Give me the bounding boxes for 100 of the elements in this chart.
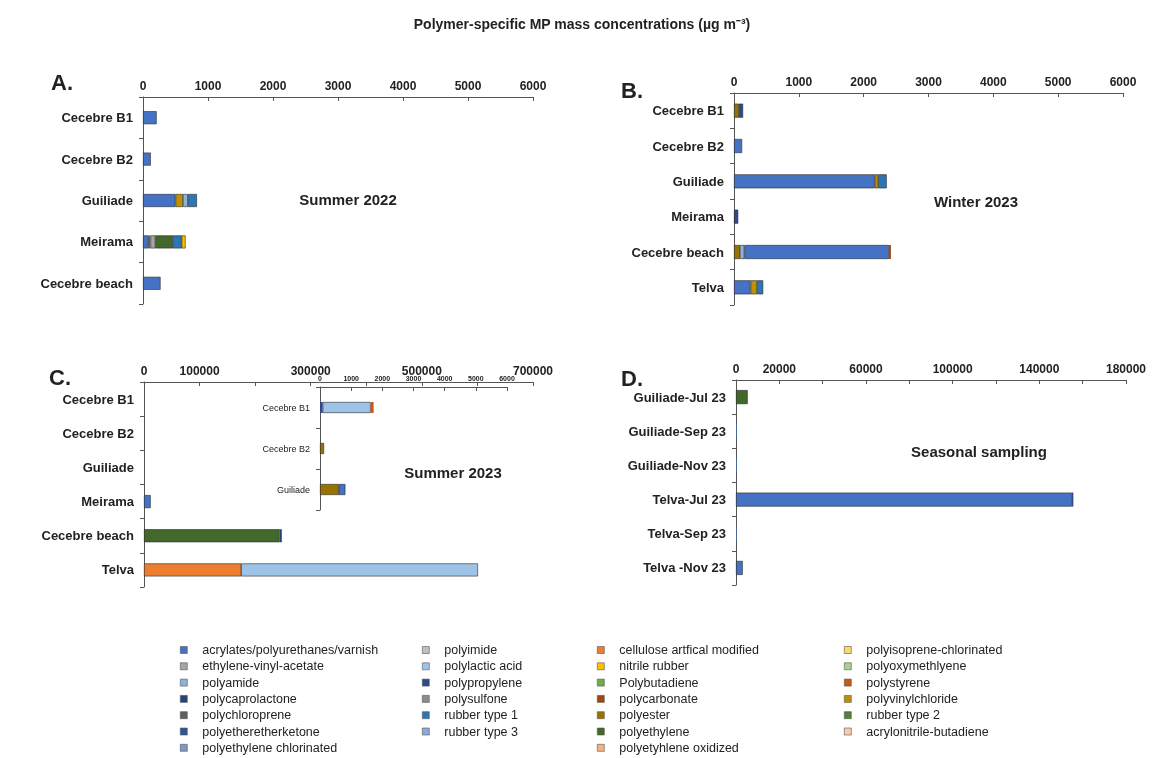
y-tick-label: Cecebre B2 xyxy=(262,443,310,454)
y-tick-label: Cecebre B2 xyxy=(61,151,133,167)
annotation: Winter 2023 xyxy=(933,192,1019,210)
legend-label: polyimide xyxy=(444,643,498,657)
x-tick-label: 0 xyxy=(730,75,738,89)
x-tick-label: 0 xyxy=(139,79,147,93)
y-tick-label: Guiliade xyxy=(81,193,133,208)
y-tick-label: Guiliade-Jul 23 xyxy=(633,389,726,405)
y-tick-label: Cecebre beach xyxy=(40,275,134,291)
legend-label: polycaprolactone xyxy=(202,691,297,706)
x-tick-label: 0 xyxy=(732,362,740,376)
y-tick-label: Guiliade xyxy=(672,173,724,189)
text: B. xyxy=(621,77,643,103)
legend-label: nitrile rubber xyxy=(619,659,689,674)
legend-label: polysulfone xyxy=(444,691,508,706)
legend-label: acrylates/polyurethanes/varnish xyxy=(202,643,379,657)
y-tick-label: Cecebre beach xyxy=(631,244,725,260)
legend-label: polyoxymethlyene xyxy=(866,659,967,674)
bar xyxy=(734,174,875,189)
y-tick-label: Telva xyxy=(691,279,725,295)
legend-label: polyetyhlene oxidized xyxy=(619,740,739,755)
x-tick-label: 1000 xyxy=(785,75,813,89)
y-tick-label: Guiliade-Sep 23 xyxy=(628,423,726,439)
text: A. xyxy=(51,69,73,95)
x-tick-label: 1000 xyxy=(194,79,222,93)
x-tick-label: 700000 xyxy=(512,364,554,378)
y-tick-label: Cecebre B1 xyxy=(652,103,724,119)
y-tick-label: Cecebre B1 xyxy=(62,391,134,407)
legend-label: Polybutadiene xyxy=(619,675,699,690)
bar xyxy=(370,402,374,413)
x-tick-label: 6000 xyxy=(519,79,547,93)
bar xyxy=(320,443,325,454)
bar xyxy=(322,402,371,413)
y-tick-label: Guiliade-Nov 23 xyxy=(627,457,726,473)
legend-label: polypropylene xyxy=(444,675,523,690)
bar xyxy=(878,174,887,189)
bar xyxy=(734,139,743,153)
y-tick-label: Cecebre beach xyxy=(41,528,135,544)
bar xyxy=(143,235,148,249)
legend-label: polycarbonate xyxy=(619,691,698,706)
y-tick-label: Meirama xyxy=(81,494,135,510)
x-tick-label: 3000 xyxy=(324,79,352,93)
text: Polymer-specific MP mass concentrations (µg m⁻³) xyxy=(413,16,751,32)
legend-label: polyethylene xyxy=(619,724,690,739)
bar xyxy=(736,560,743,575)
legend-label: rubber type 2 xyxy=(866,708,941,723)
y-tick-label: Cecebre B1 xyxy=(61,110,133,126)
y-tick-label: Telva-Sep 23 xyxy=(647,526,726,542)
y-tick-label: Telva-Jul 23 xyxy=(652,492,726,508)
legend-label: rubber type 1 xyxy=(444,708,519,723)
legend-label: polyvinylchloride xyxy=(866,691,959,706)
bar xyxy=(143,276,161,290)
x-tick-label: 100000 xyxy=(179,364,220,378)
y-tick-label: Guiliade xyxy=(276,484,310,495)
bar xyxy=(143,152,151,166)
legend-label: polylactic acid xyxy=(444,659,523,674)
legend-label: polyamide xyxy=(202,675,260,690)
y-tick-label: Telva xyxy=(101,562,135,578)
y-tick-label: Meirama xyxy=(80,234,134,250)
legend-label: polychloroprene xyxy=(202,708,292,723)
x-tick-label: 100000 xyxy=(932,362,974,376)
annotation: Seasonal sampling xyxy=(911,442,1047,460)
y-tick-label: Cecebre B1 xyxy=(262,402,310,413)
x-tick-label: 5000 xyxy=(454,79,482,93)
x-tick-label: 20000 xyxy=(762,362,797,376)
x-tick-label: 3000 xyxy=(915,75,943,89)
legend-label: polyisoprene-chlorinated xyxy=(866,643,1003,657)
bar xyxy=(734,103,739,118)
x-tick-label: 6000 xyxy=(1109,75,1137,89)
legend-label: polystyrene xyxy=(866,675,931,690)
x-tick-label: 60000 xyxy=(849,362,884,376)
annotation: Summer 2022 xyxy=(299,190,397,208)
x-tick-label: 180000 xyxy=(1105,362,1147,376)
bar xyxy=(187,194,197,207)
legend-label: polyethylene chlorinated xyxy=(202,740,338,755)
y-tick-label: Meirama xyxy=(671,209,725,225)
legend-label: rubber type 3 xyxy=(444,724,519,739)
bar xyxy=(736,390,748,405)
x-tick-label: 5000 xyxy=(1044,75,1072,89)
bar xyxy=(738,103,744,118)
legend-label: polyetheretherketone xyxy=(202,724,320,739)
y-tick-label: Guiliade xyxy=(82,459,134,475)
bar xyxy=(736,492,1072,507)
legend-label: ethylene-vinyl-acetate xyxy=(202,659,324,674)
x-tick-label: 500000 xyxy=(401,364,443,378)
x-tick-label: 2000 xyxy=(850,75,878,89)
text: D. xyxy=(621,365,643,391)
x-tick-label: 2000 xyxy=(259,79,287,93)
legend-label: acrylonitrile-butadiene xyxy=(866,724,989,739)
x-tick-label: 4000 xyxy=(979,75,1007,89)
x-tick-label: 4000 xyxy=(389,79,417,93)
y-tick-label: Cecebre B2 xyxy=(62,425,134,441)
annotation: Summer 2023 xyxy=(404,463,502,481)
x-tick-label: 300000 xyxy=(290,364,332,378)
x-tick-label: 140000 xyxy=(1019,362,1060,376)
legend-label: cellulose artfical modified xyxy=(619,643,759,657)
bar xyxy=(734,209,739,224)
legend-label: polyester xyxy=(619,708,671,723)
x-tick-label: 0 xyxy=(140,364,148,378)
bar xyxy=(143,111,157,125)
